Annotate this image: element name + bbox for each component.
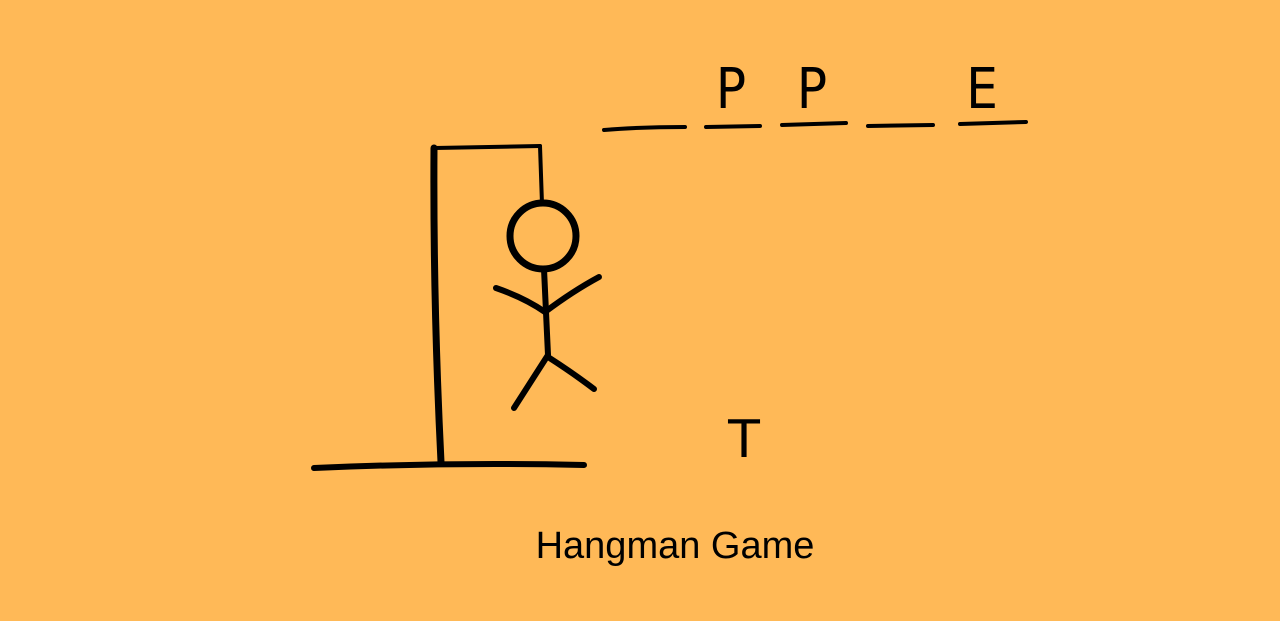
- hangman-left-arm: [493, 285, 548, 315]
- hangman-right-leg: [545, 354, 597, 392]
- word-letter-2: P: [796, 57, 828, 122]
- gallows-beam: [433, 144, 542, 150]
- hangman-figure: [493, 199, 602, 411]
- blank-0: [602, 125, 687, 132]
- gallows-post: [430, 144, 445, 466]
- blank-3: [866, 123, 935, 128]
- gallows: [311, 144, 587, 471]
- hangman-right-arm: [542, 274, 602, 315]
- blank-1: [704, 124, 762, 129]
- word-letter-1: P: [715, 57, 747, 122]
- word-blanks: [602, 120, 1028, 132]
- hangman-left-leg: [511, 352, 551, 411]
- gallows-base: [311, 461, 587, 471]
- wrong-guess-letter: T: [728, 410, 760, 470]
- game-title: Hangman Game: [535, 525, 815, 567]
- blank-4: [958, 120, 1028, 126]
- blank-2: [780, 121, 848, 127]
- word-letter-4: E: [966, 57, 998, 122]
- gallows-rope: [538, 144, 544, 206]
